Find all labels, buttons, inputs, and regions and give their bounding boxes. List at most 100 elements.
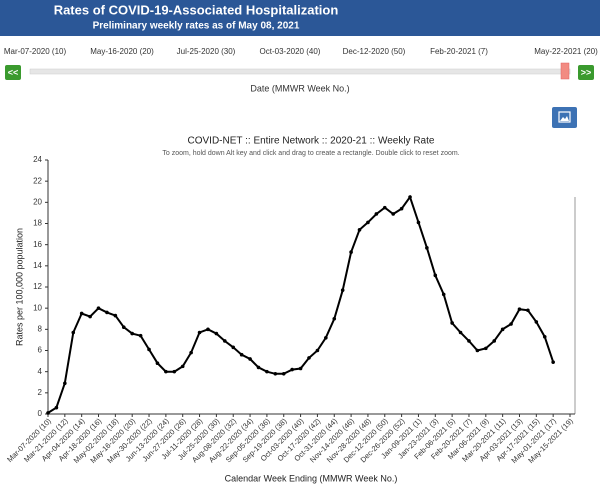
data-point	[307, 356, 311, 360]
data-point	[164, 369, 168, 374]
data-point	[130, 331, 134, 336]
prev-button-label[interactable]: <<	[8, 67, 19, 77]
data-point	[484, 346, 488, 351]
slider-label: Mar-07-2020 (10)	[4, 47, 67, 56]
y-tick-label: 4	[38, 367, 43, 376]
image-icon[interactable]	[558, 111, 571, 123]
data-point	[105, 310, 109, 315]
data-point	[416, 220, 421, 225]
data-point	[391, 212, 395, 216]
data-point	[96, 306, 101, 310]
data-point	[492, 339, 497, 343]
data-point	[509, 322, 513, 326]
y-tick-label: 24	[33, 155, 42, 164]
y-tick-label: 22	[33, 176, 42, 185]
data-point	[113, 313, 118, 318]
data-point	[172, 369, 177, 374]
next-button[interactable]	[578, 65, 594, 80]
data-point	[197, 330, 202, 335]
slider-label: May-22-2021 (20)	[534, 47, 598, 56]
data-point	[239, 352, 244, 357]
data-point	[298, 366, 303, 371]
data-point	[248, 357, 252, 361]
y-axis-title: Rates per 100,000 population	[14, 228, 24, 346]
header-subtitle: Preliminary weekly rates as of May 08, 2…	[93, 21, 300, 32]
data-point	[349, 250, 353, 254]
data-point	[408, 195, 412, 199]
data-point	[206, 327, 210, 332]
data-point	[147, 347, 151, 352]
slider-handle[interactable]	[560, 62, 570, 80]
slider-label: Oct-03-2020 (40)	[260, 47, 321, 56]
data-point	[273, 371, 278, 376]
data-point	[324, 336, 328, 340]
data-point	[281, 371, 286, 376]
data-point	[256, 365, 261, 370]
y-tick-label: 2	[38, 388, 43, 397]
slider-axis-label: Date (MMWR Week No.)	[250, 83, 349, 93]
slider-label: Dec-12-2020 (50)	[343, 47, 406, 56]
data-point	[180, 364, 185, 369]
data-point	[366, 220, 370, 225]
data-point	[450, 321, 454, 325]
data-point	[71, 330, 76, 335]
slider-label: Feb-20-2021 (7)	[430, 47, 488, 56]
x-axis-title: Calendar Week Ending (MMWR Week No.)	[225, 473, 398, 483]
data-point	[458, 330, 463, 335]
data-point	[155, 361, 160, 366]
data-point	[433, 273, 438, 278]
image-icon-shape[interactable]	[560, 116, 569, 121]
data-point	[340, 288, 345, 292]
data-point	[551, 360, 555, 364]
data-point	[88, 314, 92, 319]
data-point	[425, 246, 429, 250]
y-tick-label: 12	[33, 282, 42, 291]
y-tick-label: 10	[33, 303, 42, 312]
data-point	[54, 405, 59, 410]
chart-title: COVID-NET :: Entire Network :: 2020-21 :…	[188, 136, 435, 147]
data-point	[542, 334, 547, 339]
y-tick-label: 6	[38, 346, 43, 355]
data-point	[265, 369, 269, 374]
slider-track[interactable]	[29, 68, 571, 75]
data-point	[399, 206, 404, 211]
slider-label: Jul-25-2020 (30)	[177, 47, 236, 56]
y-tick-label: 8	[38, 324, 43, 333]
data-point	[500, 327, 505, 332]
next-button-label[interactable]: >>	[581, 67, 592, 77]
data-point	[79, 311, 84, 316]
y-tick-label: 20	[33, 197, 42, 206]
y-tick-label: 16	[33, 240, 42, 249]
data-point	[138, 333, 143, 338]
prev-button[interactable]	[5, 65, 21, 80]
data-point	[332, 316, 337, 321]
data-point	[357, 228, 362, 232]
data-point	[189, 350, 193, 355]
header-bar	[0, 0, 600, 36]
series-line	[47, 194, 555, 414]
data-point	[475, 348, 480, 353]
image-button[interactable]	[552, 107, 577, 128]
data-point	[526, 308, 530, 313]
data-point	[315, 348, 320, 353]
data-point	[223, 339, 227, 343]
y-tick-label: 18	[33, 219, 42, 228]
y-tick-label: 14	[33, 261, 42, 270]
data-point	[121, 325, 126, 330]
header-title: Rates of COVID-19-Associated Hospitaliza…	[54, 2, 339, 17]
data-point	[374, 212, 379, 216]
data-point	[63, 381, 67, 386]
chart-subtitle: To zoom, hold down Alt key and click and…	[162, 150, 459, 157]
data-point	[441, 292, 446, 297]
data-point	[46, 411, 50, 415]
data-point	[517, 307, 522, 312]
data-point	[382, 205, 387, 210]
data-point	[467, 339, 471, 343]
data-point	[214, 331, 219, 336]
data-point	[534, 320, 539, 324]
slider-label: May-16-2020 (20)	[90, 47, 154, 56]
data-point	[290, 367, 294, 372]
data-point	[231, 345, 236, 350]
y-tick-label: 0	[38, 409, 43, 418]
